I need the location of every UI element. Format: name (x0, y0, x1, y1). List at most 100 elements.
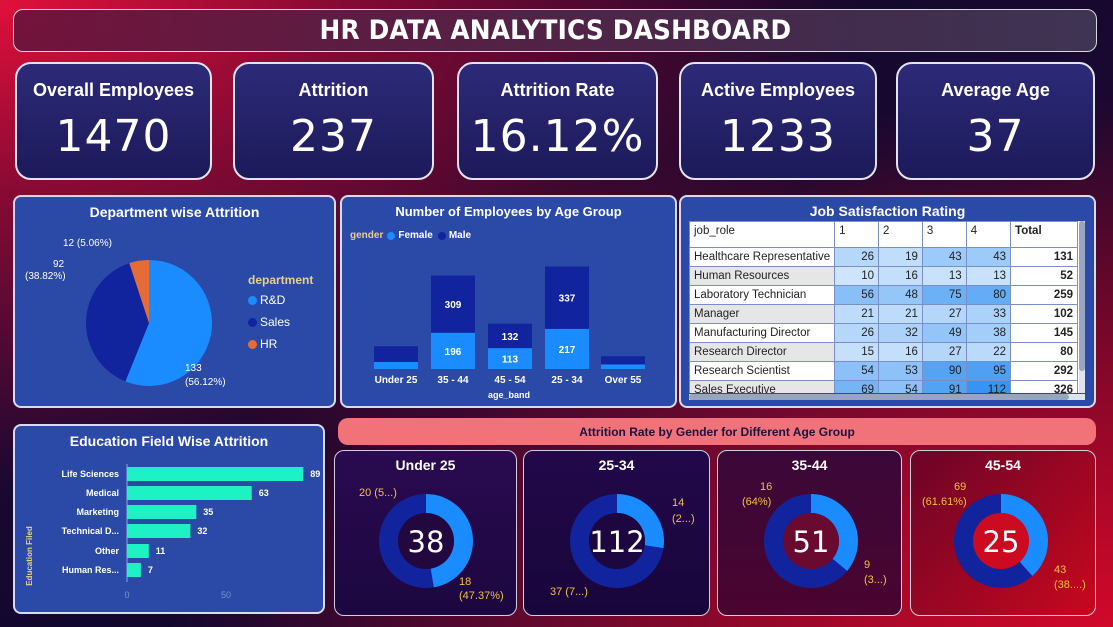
table-header-cell[interactable]: 4 (965, 221, 1012, 248)
table-row[interactable]: Laboratory Technician 56 48 75 80 259 (689, 285, 1078, 305)
donut-slice-male[interactable] (811, 494, 858, 571)
legend-item-sales[interactable]: Sales (248, 315, 313, 329)
donut-slice-female[interactable] (570, 494, 664, 588)
donut-card-under-25[interactable]: Under 25 38 20 (5...) 18 (47.37%) (334, 450, 517, 616)
kpi-active-employees[interactable]: Active Employees 1233 (679, 62, 877, 180)
bar-male[interactable] (431, 275, 475, 333)
donut-slice-female[interactable] (378, 494, 434, 588)
table-cell-value: 43 (921, 247, 967, 267)
legend-item-rd[interactable]: R&D (248, 293, 313, 307)
legend-label: HR (260, 337, 278, 351)
y-tick-label: Technical D... (62, 526, 119, 536)
kpi-value: 37 (966, 111, 1025, 162)
table-header-cell[interactable]: job_role (689, 221, 836, 248)
legend-dot (248, 317, 257, 327)
table-row[interactable]: Healthcare Representative 26 19 43 43 131 (689, 247, 1078, 267)
legend-label: Sales (260, 315, 291, 329)
bar-male[interactable] (374, 346, 418, 362)
kpi-attrition-rate[interactable]: Attrition Rate 16.12% (457, 62, 658, 180)
edu-bar[interactable] (127, 544, 149, 558)
legend-dot (387, 231, 396, 240)
table-row[interactable]: Research Scientist 54 53 90 95 292 (689, 361, 1078, 381)
table-cell-value: 13 (965, 266, 1012, 286)
gender-attrition-banner: Attrition Rate by Gender for Different A… (338, 418, 1096, 445)
table-row[interactable]: Manufacturing Director 26 32 49 38 145 (689, 323, 1078, 343)
edu-bar[interactable] (127, 486, 252, 500)
education-attrition-panel[interactable]: Education Field Wise Attrition Education… (13, 424, 325, 614)
job-satisfaction-table-wrap[interactable]: job_role 1 2 3 4 Total Healthcare Representat… (689, 221, 1085, 393)
donut-label-male-value: 18 (459, 576, 472, 588)
table-row[interactable]: Manager 21 21 27 33 102 (689, 304, 1078, 324)
department-attrition-panel[interactable]: Department wise Attrition 12 (5.06%) 92 … (13, 195, 336, 408)
department-pie-chart: 12 (5.06%) 92 (38.82%) 133 (56.12%) (25, 238, 226, 388)
bar-male[interactable] (601, 356, 645, 365)
pie-slice-hr[interactable] (129, 260, 149, 323)
donut-card-25-34[interactable]: 25-34 112 14 (2...) 37 (7...) (523, 450, 710, 616)
x-tick-label: 35 - 44 (437, 375, 469, 386)
table-cell-value: 48 (878, 285, 923, 305)
bar-male[interactable] (488, 323, 532, 349)
table-scrollbar-thumb[interactable] (1079, 221, 1085, 371)
kpi-overall-employees[interactable]: Overall Employees 1470 (15, 62, 212, 180)
table-cell-value: 54 (834, 361, 880, 381)
legend-title: department (248, 273, 314, 287)
donut-label-male-pct: (38....) (1054, 579, 1086, 591)
table-hscrollbar[interactable] (689, 394, 1085, 400)
donut-label-female-value: 69 (954, 481, 967, 493)
table-cell-value: 33 (965, 304, 1012, 324)
x-tick-label: Over 55 (605, 375, 642, 386)
pie-slice-sales[interactable] (86, 263, 149, 382)
bar-female[interactable] (488, 348, 532, 369)
table-cell-total: 131 (1010, 247, 1078, 267)
table-cell-role: Research Scientist (689, 361, 836, 381)
bar-male[interactable] (545, 266, 589, 329)
y-tick-label: Life Sciences (61, 469, 119, 479)
donut-label-male-value: 9 (864, 559, 871, 571)
table-header-cell[interactable]: Total (1010, 221, 1078, 248)
table-cell-value: 26 (834, 247, 880, 267)
bar-female[interactable] (431, 332, 475, 369)
edu-bar[interactable] (127, 467, 304, 481)
bar-value-label: 217 (559, 345, 576, 356)
y-tick-label: Other (95, 546, 120, 556)
job-satisfaction-table: job_role 1 2 3 4 Total Healthcare Representat… (689, 221, 1078, 393)
bar-value-label: 63 (259, 488, 269, 498)
donut-card-35-44[interactable]: 35-44 51 16 (64%) 9 (3...) (717, 450, 902, 616)
donut-slice-male[interactable] (1001, 494, 1048, 577)
table-header-cell[interactable]: 3 (921, 221, 967, 248)
table-cell-value: 56 (834, 285, 880, 305)
table-row[interactable]: Human Resources 10 16 13 13 52 (689, 266, 1078, 286)
kpi-average-age[interactable]: Average Age 37 (896, 62, 1095, 180)
kpi-attrition[interactable]: Attrition 237 (233, 62, 434, 180)
table-header-cell[interactable]: 2 (878, 221, 923, 248)
legend-item-hr[interactable]: HR (248, 337, 313, 351)
edu-bar[interactable] (127, 505, 197, 519)
legend-dot (248, 295, 257, 305)
bar-female[interactable] (545, 328, 589, 369)
job-satisfaction-panel[interactable]: Job Satisfaction Rating job_role 1 2 3 4 Tota… (679, 195, 1096, 408)
age-group-panel[interactable]: Number of Employees by Age Group gender … (340, 195, 677, 408)
bar-value-label: 35 (203, 507, 213, 517)
donut-slice-female[interactable] (954, 494, 1033, 588)
table-cell-value: 15 (834, 342, 880, 362)
donut-card-45-54[interactable]: 45-54 25 69 (61.61%) 43 (38....) (910, 450, 1096, 616)
bar-female[interactable] (374, 361, 418, 369)
table-header-cell[interactable]: 1 (834, 221, 880, 248)
table-row[interactable]: Research Director 15 16 27 22 80 (689, 342, 1078, 362)
donut-slice-male[interactable] (617, 494, 664, 549)
edu-bar[interactable] (127, 563, 141, 577)
bar-value-label: 89 (310, 469, 320, 479)
table-cell-role: Manager (689, 304, 836, 324)
table-scrollbar[interactable] (1079, 221, 1085, 393)
table-row[interactable]: Sales Executive 69 54 91 112 326 (689, 380, 1078, 393)
pie-slice-rd[interactable] (125, 260, 213, 386)
donut-slice-male[interactable] (426, 494, 473, 588)
table-hscrollbar-thumb[interactable] (689, 394, 1069, 400)
donut-slice-female[interactable] (764, 494, 848, 588)
y-tick-label: Marketing (76, 507, 119, 517)
edu-bar[interactable] (127, 524, 191, 538)
bar-female[interactable] (601, 364, 645, 369)
table-cell-value: 112 (965, 380, 1012, 393)
panel-title: Department wise Attrition (89, 204, 260, 220)
table-cell-value: 22 (965, 342, 1012, 362)
